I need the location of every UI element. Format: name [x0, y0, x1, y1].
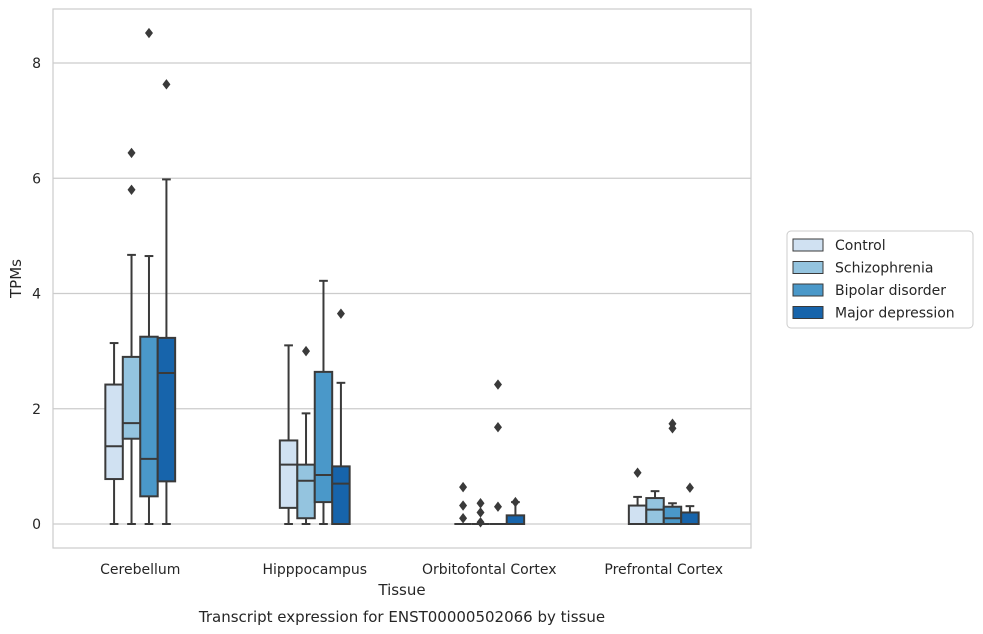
box-1-3 — [331, 308, 351, 525]
box-2-2 — [489, 379, 507, 525]
legend-swatch — [792, 306, 824, 319]
legend-label: Schizophrenia — [835, 261, 933, 277]
box-iqr — [156, 336, 177, 483]
box-iqr — [331, 465, 351, 525]
outlier-point — [127, 147, 136, 159]
box-iqr — [313, 370, 334, 504]
plot-frame — [52, 8, 752, 549]
y-tick-label: 6 — [32, 171, 41, 187]
chart-caption: Transcript expression for ENST0000050206… — [198, 608, 605, 626]
box-2-0 — [454, 481, 472, 525]
outlier-point — [336, 308, 345, 319]
outlier-point — [459, 513, 468, 524]
y-tick-label: 2 — [32, 402, 41, 418]
outlier-point — [633, 467, 642, 478]
legend-swatch — [792, 283, 824, 297]
box-iqr — [296, 463, 316, 520]
outlier-point — [127, 184, 136, 195]
outlier-point — [459, 500, 468, 511]
outlier-point — [144, 27, 153, 39]
legend-label: Control — [835, 238, 886, 254]
outlier-point — [302, 345, 311, 357]
legend-swatch — [792, 261, 824, 274]
x-ticks: Cerebellum Hipppocampus Orbitofontal Corte… — [100, 562, 723, 578]
box-1-2 — [313, 279, 334, 525]
box-0-2 — [139, 27, 159, 525]
box-iqr — [680, 511, 700, 525]
outlier-point — [493, 379, 502, 390]
y-tick-label: 0 — [32, 517, 41, 533]
y-ticks: 0 2 4 6 8 — [32, 56, 41, 533]
box-2-3 — [505, 496, 526, 526]
outlier-point — [685, 482, 694, 493]
outlier-point — [668, 418, 677, 429]
legend-frame — [786, 230, 974, 329]
box-3-2 — [662, 418, 683, 525]
outlier-point — [476, 507, 485, 518]
y-tick-label: 8 — [32, 56, 41, 72]
box-3-0 — [627, 467, 648, 525]
box-0-1 — [121, 147, 142, 525]
box-iqr — [278, 439, 299, 509]
legend-label: Major depression — [835, 306, 955, 322]
box-iqr — [627, 504, 648, 525]
x-axis-label: Tissue — [377, 581, 425, 599]
legend-swatch — [792, 238, 824, 252]
outlier-point — [511, 496, 520, 508]
box-iqr — [104, 383, 124, 481]
x-tick-label: Prefrontal Cortex — [604, 562, 723, 578]
x-tick-label: Hipppocampus — [262, 562, 367, 578]
legend: Control Schizophrenia Bipolar disorder Majo… — [786, 230, 974, 329]
box-iqr — [645, 497, 665, 526]
box-1-0 — [278, 344, 299, 525]
box-iqr — [662, 505, 683, 525]
x-tick-label: Cerebellum — [100, 562, 180, 578]
box-iqr — [121, 355, 142, 440]
outlier-point — [476, 498, 485, 509]
y-tick-label: 4 — [32, 287, 41, 303]
outlier-point — [459, 481, 468, 493]
legend-label: Bipolar disorder — [835, 283, 946, 299]
box-0-0 — [104, 342, 124, 525]
box-1-1 — [296, 345, 316, 525]
outlier-point — [493, 421, 502, 433]
outlier-point — [476, 517, 485, 528]
boxes — [104, 27, 700, 528]
y-axis-label: TPMs — [7, 259, 25, 299]
x-tick-label: Orbitofontal Cortex — [422, 562, 557, 578]
box-2-1 — [471, 498, 490, 528]
box-0-3 — [156, 79, 177, 525]
box-3-1 — [645, 490, 665, 526]
outlier-point — [493, 501, 502, 512]
box-iqr — [505, 514, 526, 526]
outlier-point — [162, 79, 171, 90]
box-iqr — [139, 335, 159, 498]
box-3-3 — [680, 482, 700, 525]
